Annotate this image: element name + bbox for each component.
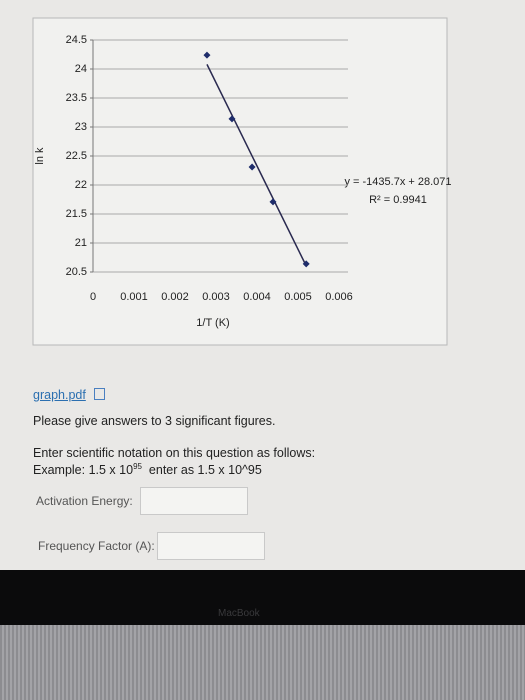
field-label: Frequency Factor (A): — [38, 539, 155, 553]
y-tick-label: 21 — [75, 237, 87, 249]
data-point — [248, 163, 256, 171]
attachment-link[interactable]: graph.pdf — [33, 388, 86, 402]
y-tick-label: 23.5 — [66, 92, 87, 104]
y-tick-label: 22 — [75, 179, 87, 191]
x-tick-label: 0.001 — [120, 291, 148, 303]
x-tick-label: 0.006 — [325, 291, 353, 303]
device-brand: MacBook — [218, 608, 260, 619]
data-point — [269, 198, 277, 206]
chart-frame — [32, 17, 448, 346]
x-tick-label: 0.004 — [243, 291, 271, 303]
x-tick-label: 0 — [90, 291, 96, 303]
example-suffix: enter as 1.5 x 10^95 — [148, 463, 262, 478]
notation-intro: Enter scientific notation on this questi… — [33, 446, 316, 460]
text-input[interactable] — [157, 532, 265, 560]
instruction: Please give answers to 3 significant fig… — [33, 414, 276, 428]
example-prefix: Example: 1.5 x 10 — [33, 463, 134, 478]
attachment[interactable]: graph.pdf — [33, 386, 106, 404]
y-tick-label: 24 — [75, 63, 87, 75]
y-tick-label: 24.5 — [66, 34, 87, 46]
chart: ln k 1/T (K) y = -1435.7x + 28.071 R² = … — [32, 17, 452, 346]
y-tick-label: 22.5 — [66, 150, 87, 162]
x-tick-label: 0.002 — [161, 291, 189, 303]
x-tick-label: 0.003 — [202, 291, 230, 303]
keyboard-deck — [0, 625, 525, 700]
trendline-equation: y = -1435.7x + 28.071 — [344, 176, 451, 188]
x-tick-label: 0.005 — [284, 291, 312, 303]
x-axis-label: 1/T (K) — [196, 317, 229, 329]
pdf-icon[interactable] — [94, 388, 106, 400]
text-input[interactable] — [140, 487, 248, 515]
y-tick-label: 20.5 — [66, 266, 87, 278]
y-tick-label: 23 — [75, 121, 87, 133]
data-point — [228, 115, 236, 123]
notation-example: Example: 1.5 x 1095 enter as 1.5 x 10^95 — [33, 462, 262, 477]
y-tick-label: 21.5 — [66, 208, 87, 220]
data-point — [203, 51, 211, 59]
data-point — [302, 260, 310, 268]
example-exponent: 95 — [133, 462, 142, 471]
trendline-r2: R² = 0.9941 — [369, 194, 427, 206]
field-label: Activation Energy: — [36, 494, 133, 508]
trendline — [206, 64, 307, 267]
y-axis-label: ln k — [34, 147, 46, 165]
screen-bezel: MacBook — [0, 570, 525, 625]
